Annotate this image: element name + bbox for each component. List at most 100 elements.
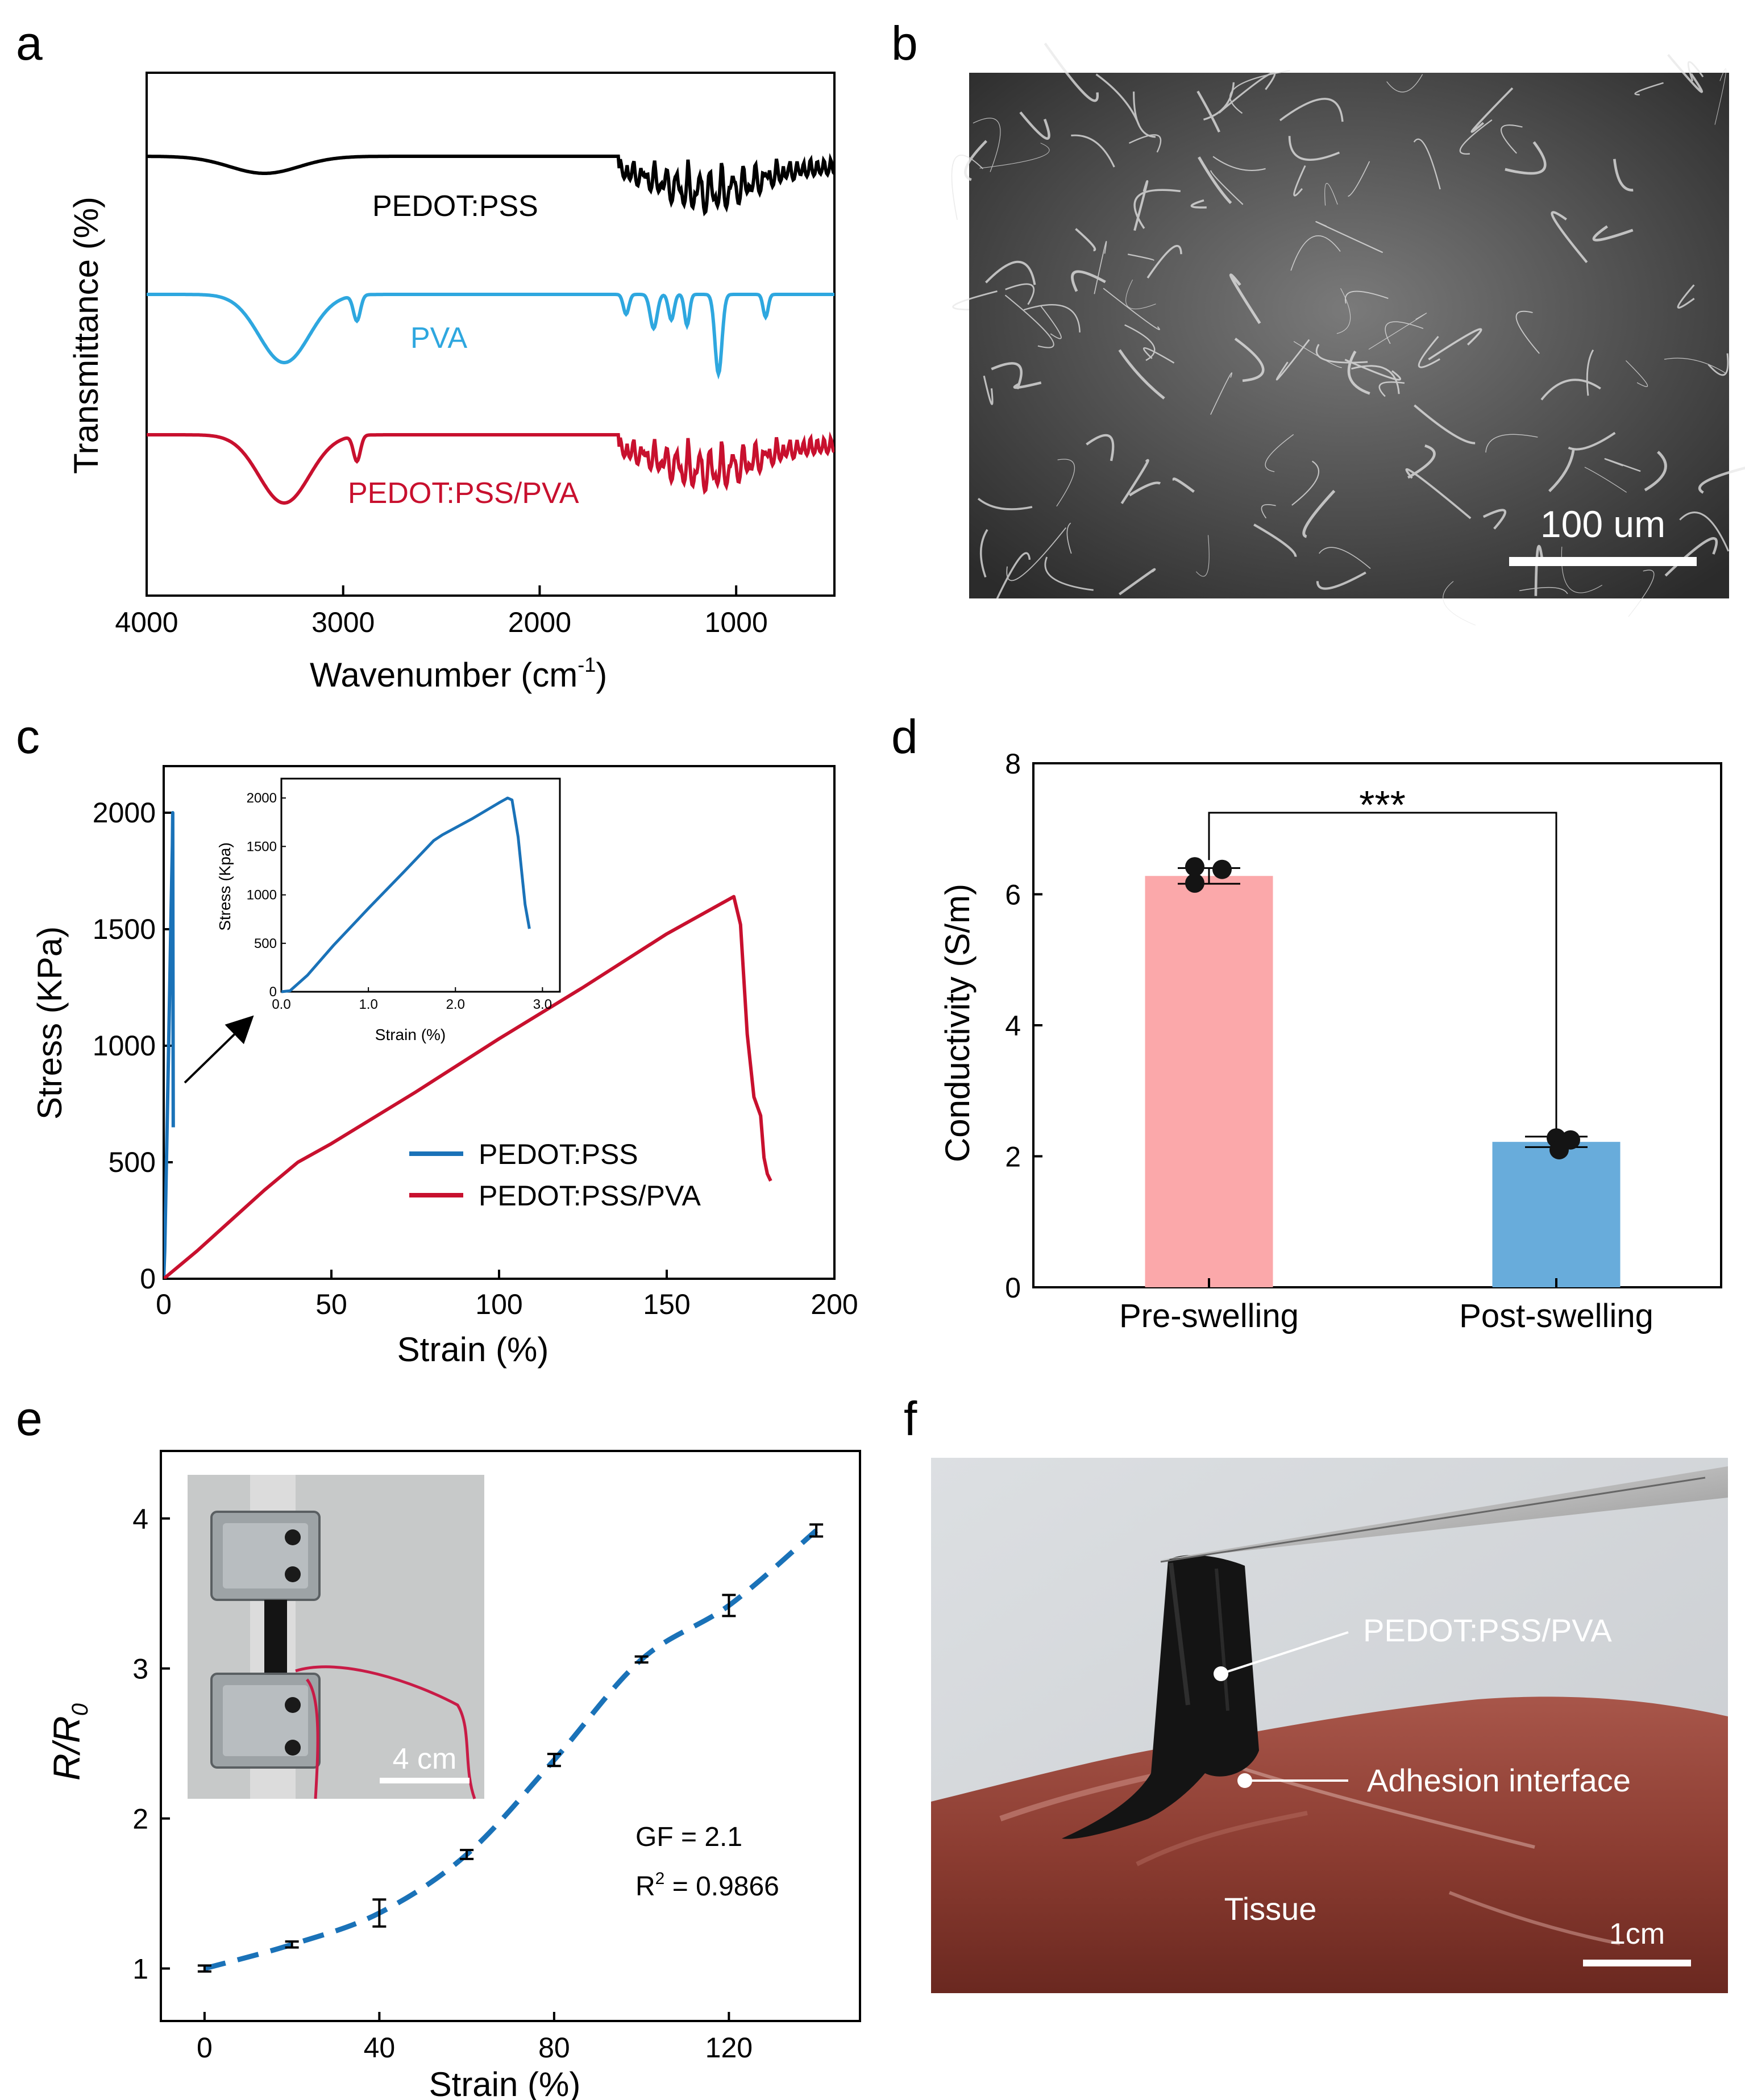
chart-d-category-label: Pre-swelling [1119,1298,1299,1334]
sem-ridge [1040,305,1062,339]
sem-ridge [1119,568,1156,596]
sem-ridge [1407,444,1436,479]
chart-d-ytick-label: 0 [1005,1272,1021,1304]
chart-e: 0 40 80 120 1 2 3 4 4 cm GF = 2.1 R2 = 0.9866 S… [45,1450,861,2100]
chart-e-ytick-label: 1 [132,1953,148,1985]
photo-f-label-interface: Adhesion interface [1367,1762,1631,1798]
sem-ridge [1210,372,1232,415]
sem-ridge [1677,284,1695,309]
sem-ridge [1344,290,1389,304]
sem-ridge [1006,527,1067,581]
sem-ridge [1120,459,1149,504]
sem-ridge [1198,156,1232,205]
sem-ridge [1133,92,1156,138]
chart-a-series-2 [147,431,834,505]
chart-c-inset-ytick-label: 1000 [247,888,277,903]
sem-micrograph-icon: 100 um [951,43,1745,626]
sem-scale-label: 100 um [1540,503,1665,545]
chart-c-inset-xlabel: Strain (%) [375,1026,446,1043]
sem-ridge [1253,523,1297,557]
sem-ridge [1324,183,1338,206]
chart-e-ytick-label: 2 [132,1803,148,1835]
sem-ridge [979,143,1050,169]
sem-ridge [1210,170,1244,205]
chart-c-xtick-label: 100 [475,1288,522,1320]
chart-a-xtick-label: 1000 [705,606,768,638]
sem-ridge [1628,569,1655,617]
sem-ridge [1127,253,1154,261]
sem-ridge [1568,431,1616,451]
tissue-adhesion-photo-icon: PEDOT:PSS/PVA Adhesion interface Tissue … [931,1458,1728,1993]
sem-ridge [985,260,1036,285]
sem-ridge [1584,467,1627,493]
photo-f-label-hydrogel: PEDOT:PSS/PVA [1363,1612,1612,1648]
chart-c-xtick-label: 0 [156,1288,172,1320]
sem-ridge [1218,72,1276,114]
chart-d-ytick-label: 8 [1005,748,1021,780]
sem-ridge [1118,349,1165,400]
sem-ridge [1644,451,1667,492]
sem-ridge [1005,283,1035,305]
photo-f-scale-bar [1583,1960,1691,1966]
chart-d-point [1185,873,1204,893]
sem-ridge [1347,350,1370,395]
sem-ridge [1044,556,1094,591]
chart-a-xtick-label: 4000 [115,606,178,638]
chart-c-series-0 [164,811,175,1279]
sem-ridge [991,362,1023,390]
chart-a-xtick-label: 3000 [311,606,375,638]
chart-e-ylabel: R/R0 [45,1703,93,1781]
chart-d-ytick-label: 2 [1005,1141,1021,1173]
sem-ridge [1707,353,1729,376]
sem-ridge [1443,581,1476,626]
sem-ridge [1386,74,1423,93]
sem-ridge [1604,458,1641,472]
sem-ridge [1319,547,1371,569]
chart-c-xtick-label: 50 [315,1288,347,1320]
chart-d-significance-bracket [1208,812,1557,1129]
chart-e-xtick-label: 120 [705,2032,753,2064]
sem-ridge [1302,489,1336,538]
chart-e-ytick-label: 4 [132,1503,148,1535]
chart-c-ytick-label: 1500 [93,913,156,945]
sem-ridge [1428,328,1482,360]
tensile-clamp-photo-icon: 4 cm [188,1475,484,1799]
chart-d-bar-0 [1145,876,1273,1287]
sem-ridge [952,290,998,311]
sem-ridge [1315,344,1368,364]
sem-ridge [1190,199,1207,209]
sem-ridge [1540,379,1601,401]
chart-c-series-1 [164,895,772,1279]
sem-ridge [1482,509,1506,530]
chart-e-ytick-label: 3 [132,1653,148,1685]
chart-c-inset-ytick-label: 2000 [247,791,277,806]
sem-ridge [1534,544,1544,596]
sem-ridge [1146,244,1182,278]
chart-c-inset-xtick-label: 3.0 [533,997,552,1012]
sem-ridge [1288,136,1340,161]
chart-c-legend-pedot: PEDOT:PSS [479,1138,638,1170]
chart-c-inset-xtick-label: 2.0 [446,997,465,1012]
sem-ridge [1196,535,1210,577]
chart-c-inset-ytick-label: 500 [254,936,277,951]
chart-e-frame [160,1450,861,2022]
sem-ridge [1023,304,1081,332]
sem-ridge [1505,141,1547,175]
sem-ridge [1586,349,1594,396]
chart-c-inset-frame [280,777,561,993]
chart-c-inset-xtick-label: 0.0 [272,997,290,1012]
sem-ridge [1261,504,1276,519]
sem-ridge [1019,111,1050,140]
sem-ridge [1086,434,1115,461]
panel-label-e: e [16,1392,43,1445]
sem-ridge [1234,338,1265,382]
sem-ridge [1459,119,1493,155]
sem-ridge [1679,512,1730,552]
sem-ridge [1128,134,1162,153]
sem-ridge [1265,434,1294,472]
sem-ridge [1290,235,1341,271]
sem-ridge [1336,288,1351,334]
sem-ridge [1212,156,1266,171]
sem-ridge [1279,98,1344,122]
